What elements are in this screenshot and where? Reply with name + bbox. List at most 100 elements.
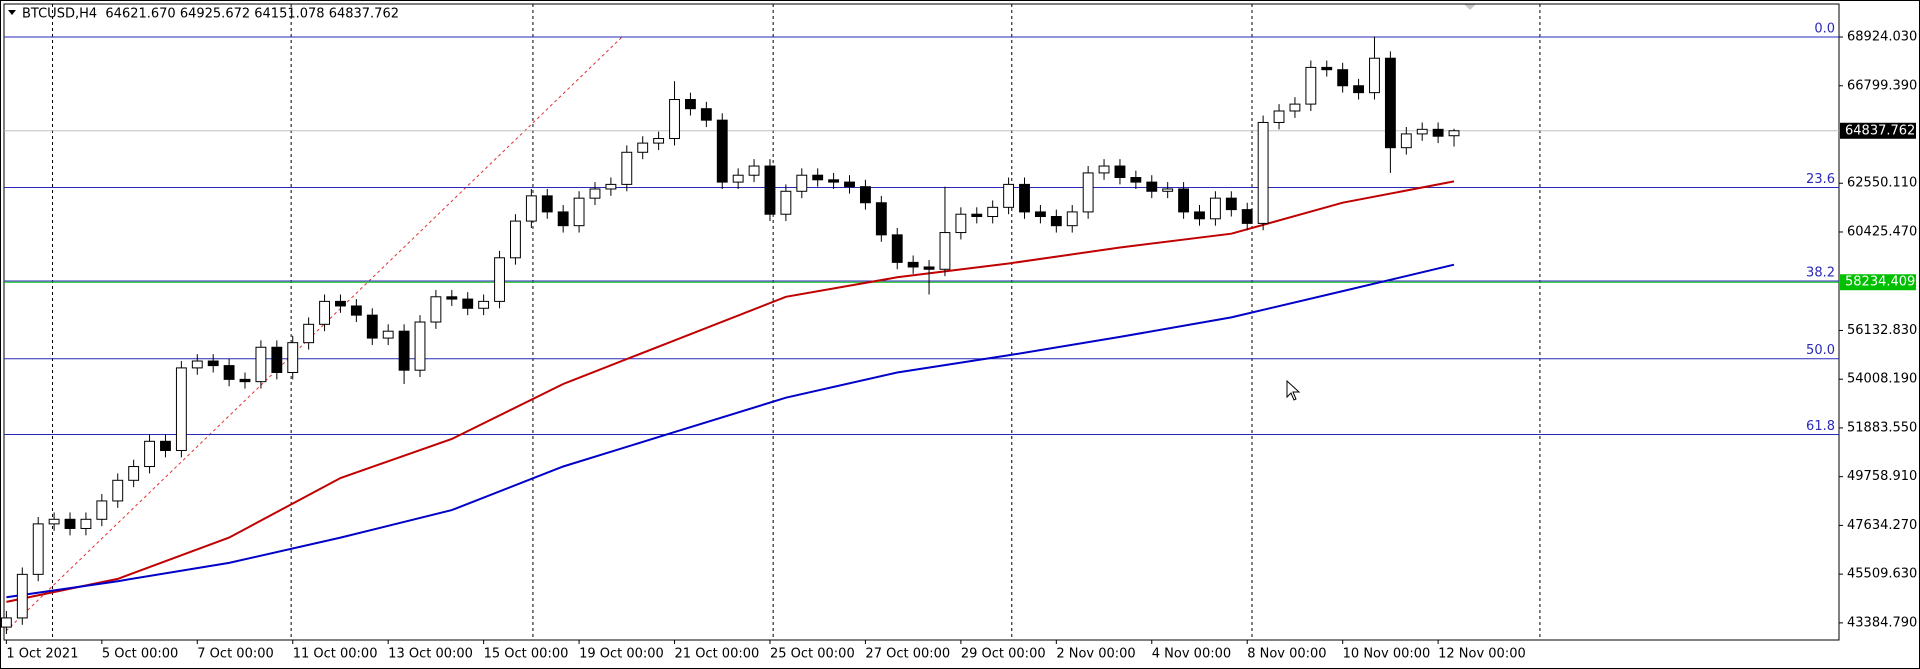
candle-body [1209, 197, 1221, 220]
candle-body [144, 440, 155, 468]
candle-body [128, 466, 140, 481]
candle-body [335, 300, 346, 307]
candle-body [1114, 165, 1126, 179]
candle-body [1337, 69, 1349, 87]
candle-body [223, 365, 235, 380]
candle-body [1384, 57, 1396, 149]
candle-body [1321, 66, 1333, 71]
candle-body [764, 165, 776, 215]
symbol-header: BTCUSD,H4 64621.670 64925.672 64151.078 … [22, 7, 399, 22]
candle-body [446, 296, 458, 300]
fibo-label: 0.0 [1814, 22, 1835, 37]
x-tick-label: 25 Oct 00:00 [770, 647, 855, 662]
fibo-label: 38.2 [1806, 265, 1835, 280]
candle-body [1225, 197, 1237, 211]
candle-body [573, 197, 585, 227]
x-tick-label: 11 Oct 00:00 [293, 647, 378, 662]
y-tick-label: 66799.390 [1847, 78, 1917, 93]
candle-body [748, 165, 760, 176]
candle-body [1416, 128, 1428, 135]
candle-body [1432, 128, 1444, 137]
candle-body [303, 323, 315, 344]
candle-body [207, 360, 219, 367]
y-tick-label: 62550.110 [1847, 176, 1917, 191]
y-tick-label: 45509.630 [1847, 567, 1917, 582]
x-tick-label: 1 Oct 2021 [6, 647, 78, 662]
fibo-label: 61.8 [1806, 419, 1835, 434]
candle-body [700, 108, 712, 121]
candle-body [1400, 133, 1412, 149]
plot-frame [3, 3, 1840, 641]
candle-body [398, 330, 410, 371]
candle-body [621, 151, 633, 185]
x-tick-label: 13 Oct 00:00 [388, 647, 473, 662]
candle-body [1194, 211, 1205, 220]
candle-body [669, 99, 680, 140]
candle-body [891, 234, 903, 263]
candle-body [350, 305, 362, 316]
candle-body [1098, 165, 1110, 174]
y-tick-label: 60425.470 [1847, 224, 1917, 239]
candle-body [1146, 181, 1158, 192]
candle-body [191, 360, 203, 369]
candle-body [175, 367, 187, 451]
candle-body [1305, 66, 1317, 105]
candle-body [1369, 57, 1380, 94]
candle-body [796, 174, 808, 192]
x-tick-label: 4 Nov 00:00 [1152, 647, 1231, 662]
candle-body [494, 257, 505, 302]
candle-body [48, 518, 60, 525]
y-tick-label: 56132.830 [1847, 323, 1917, 338]
candle-body [0, 617, 12, 628]
candle-body [923, 266, 935, 270]
candle-body [96, 500, 108, 520]
candle-body [462, 298, 474, 309]
x-tick-label: 21 Oct 00:00 [675, 647, 760, 662]
candle-body [1019, 183, 1030, 213]
y-tick-label: 51883.550 [1847, 420, 1917, 435]
candle-body [955, 213, 967, 234]
candle-body [541, 195, 553, 213]
candle-body [16, 573, 28, 619]
candle-body [828, 179, 840, 183]
candle-body [525, 195, 537, 222]
price-box [1840, 122, 1916, 139]
candle-body [732, 174, 744, 183]
candle-body [1130, 177, 1142, 183]
mouse-cursor [1286, 379, 1301, 401]
moving-average [6, 180, 1455, 603]
header-marker [8, 10, 16, 15]
candle-body [1273, 110, 1285, 123]
candle-body [160, 440, 171, 451]
candle-body [1003, 183, 1015, 208]
candle-body [271, 346, 283, 373]
candle-body [1034, 211, 1046, 218]
candle-body [1353, 85, 1365, 94]
x-tick-label: 15 Oct 00:00 [484, 647, 569, 662]
candle-body [414, 321, 426, 371]
x-tick-label: 27 Oct 00:00 [865, 647, 950, 662]
candle-body [844, 181, 855, 188]
price-label: 64837.762 [1845, 123, 1915, 138]
y-tick-label: 47634.270 [1847, 518, 1917, 533]
level-box [1840, 274, 1916, 291]
fibo-label: 23.6 [1806, 172, 1835, 187]
y-tick-label: 68924.030 [1847, 30, 1917, 45]
candle-body [557, 211, 569, 227]
x-tick-label: 2 Nov 00:00 [1056, 647, 1135, 662]
candle-body [1178, 188, 1190, 213]
candle-body [64, 518, 76, 529]
candle-body [875, 202, 887, 236]
x-tick-label: 8 Nov 00:00 [1247, 647, 1326, 662]
candle-body [859, 186, 871, 204]
candle-body [366, 314, 378, 339]
fibo-label: 50.0 [1806, 343, 1835, 358]
candle-body [716, 119, 728, 183]
x-tick-label: 7 Oct 00:00 [197, 647, 273, 662]
candle-body [1050, 216, 1062, 227]
candle-body [637, 142, 649, 153]
shift-marker [1464, 4, 1476, 10]
plot: 68924.030 66799.390 62550.110 60425.470 5613… [0, 3, 1917, 662]
